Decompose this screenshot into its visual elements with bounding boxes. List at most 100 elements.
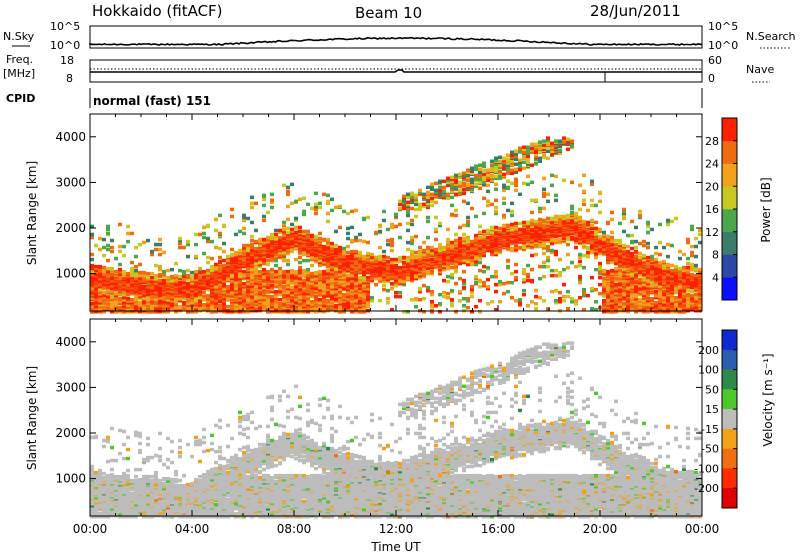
power-cell	[438, 302, 442, 306]
power-cell	[314, 202, 318, 207]
power-cell	[94, 287, 98, 292]
power-cell	[222, 241, 226, 246]
power-cell	[450, 181, 454, 186]
power-cell	[154, 276, 158, 281]
power-cell	[506, 169, 510, 173]
power-cell	[242, 310, 246, 314]
power-cell	[378, 275, 382, 280]
power-cell	[406, 210, 410, 215]
power-cell	[302, 302, 306, 306]
power-cell	[262, 245, 266, 250]
power-cell	[310, 306, 314, 310]
power-cell	[298, 268, 302, 273]
power-cell	[514, 167, 518, 171]
power-cell	[394, 290, 398, 295]
power-cell	[310, 255, 314, 260]
power-cell	[130, 287, 134, 292]
power-cell	[270, 200, 274, 205]
power-cell	[466, 173, 470, 178]
power-cell	[430, 192, 434, 197]
power-cell	[214, 293, 218, 298]
power-cell	[570, 210, 574, 215]
power-cell	[310, 292, 314, 297]
power-cell	[210, 290, 214, 295]
power-cell	[478, 163, 482, 167]
power-cell	[554, 301, 558, 305]
power-cell	[494, 174, 498, 179]
power-cell	[366, 298, 370, 302]
power-cell	[386, 259, 390, 264]
power-cell	[214, 262, 218, 267]
power-cell	[430, 289, 434, 294]
power-cell	[510, 201, 514, 206]
power-cell	[426, 215, 430, 220]
power-cell	[350, 305, 354, 309]
power-cell	[534, 294, 538, 299]
power-cell	[450, 242, 454, 247]
power-cell	[330, 271, 334, 276]
power-cell	[510, 159, 514, 163]
power-cell	[174, 297, 178, 301]
power-cell	[546, 148, 550, 152]
power-cell	[318, 285, 322, 290]
power-cell	[530, 142, 534, 146]
power-cell	[242, 294, 246, 299]
power-cell	[538, 238, 542, 243]
power-cell	[354, 284, 358, 289]
power-cell	[270, 192, 274, 197]
power-cell	[142, 293, 146, 298]
power-cell	[218, 255, 222, 260]
power-cell	[454, 281, 458, 286]
power-cell	[462, 269, 466, 274]
power-cell	[398, 235, 402, 240]
power-cell	[354, 272, 358, 277]
power-cell	[346, 303, 350, 307]
power-cell	[186, 281, 190, 286]
power-cell	[266, 294, 270, 299]
power-cell	[374, 255, 378, 260]
power-cell	[102, 265, 106, 270]
power-cell	[194, 308, 198, 312]
power-cell	[118, 262, 122, 267]
power-cell	[418, 275, 422, 280]
power-cell	[490, 202, 494, 207]
power-cell	[206, 287, 210, 292]
power-cell	[318, 301, 322, 305]
power-cell	[466, 170, 470, 174]
power-cell	[390, 237, 394, 242]
power-cell	[470, 294, 474, 299]
power-cell	[310, 276, 314, 281]
power-cell	[578, 280, 582, 285]
power-cell	[530, 146, 534, 150]
power-cell	[582, 242, 586, 247]
power-cell	[166, 301, 170, 305]
power-cell	[90, 263, 94, 268]
power-cell	[306, 267, 310, 272]
power-cell	[358, 293, 362, 298]
power-cell	[294, 306, 298, 310]
power-cell	[306, 202, 310, 207]
power-cell	[190, 274, 194, 279]
power-cell	[574, 236, 578, 241]
power-cell	[318, 293, 322, 298]
power-cell	[334, 276, 338, 281]
power-cell	[294, 225, 298, 230]
power-cell	[294, 216, 298, 221]
power-cell	[94, 305, 98, 309]
power-cell	[118, 288, 122, 293]
power-cell	[550, 145, 554, 149]
power-cell	[538, 221, 542, 226]
power-cell	[222, 258, 226, 263]
power-cell	[390, 308, 394, 312]
power-cell	[286, 284, 290, 289]
power-cell	[458, 299, 462, 303]
power-cell	[374, 259, 378, 264]
power-cell	[406, 202, 410, 207]
power-cell	[122, 253, 126, 258]
power-cell	[314, 299, 318, 303]
power-cell	[354, 238, 358, 243]
power-cell	[586, 250, 590, 255]
power-cell	[350, 287, 354, 292]
power-cell	[118, 300, 122, 304]
power-cell	[326, 302, 330, 306]
